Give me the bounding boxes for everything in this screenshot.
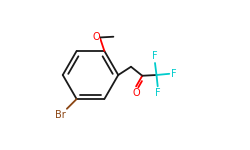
Text: Br: Br <box>56 110 66 120</box>
Text: F: F <box>155 88 160 98</box>
Text: F: F <box>152 51 158 61</box>
Text: O: O <box>132 88 140 98</box>
Text: O: O <box>92 32 100 42</box>
Text: F: F <box>171 69 176 79</box>
